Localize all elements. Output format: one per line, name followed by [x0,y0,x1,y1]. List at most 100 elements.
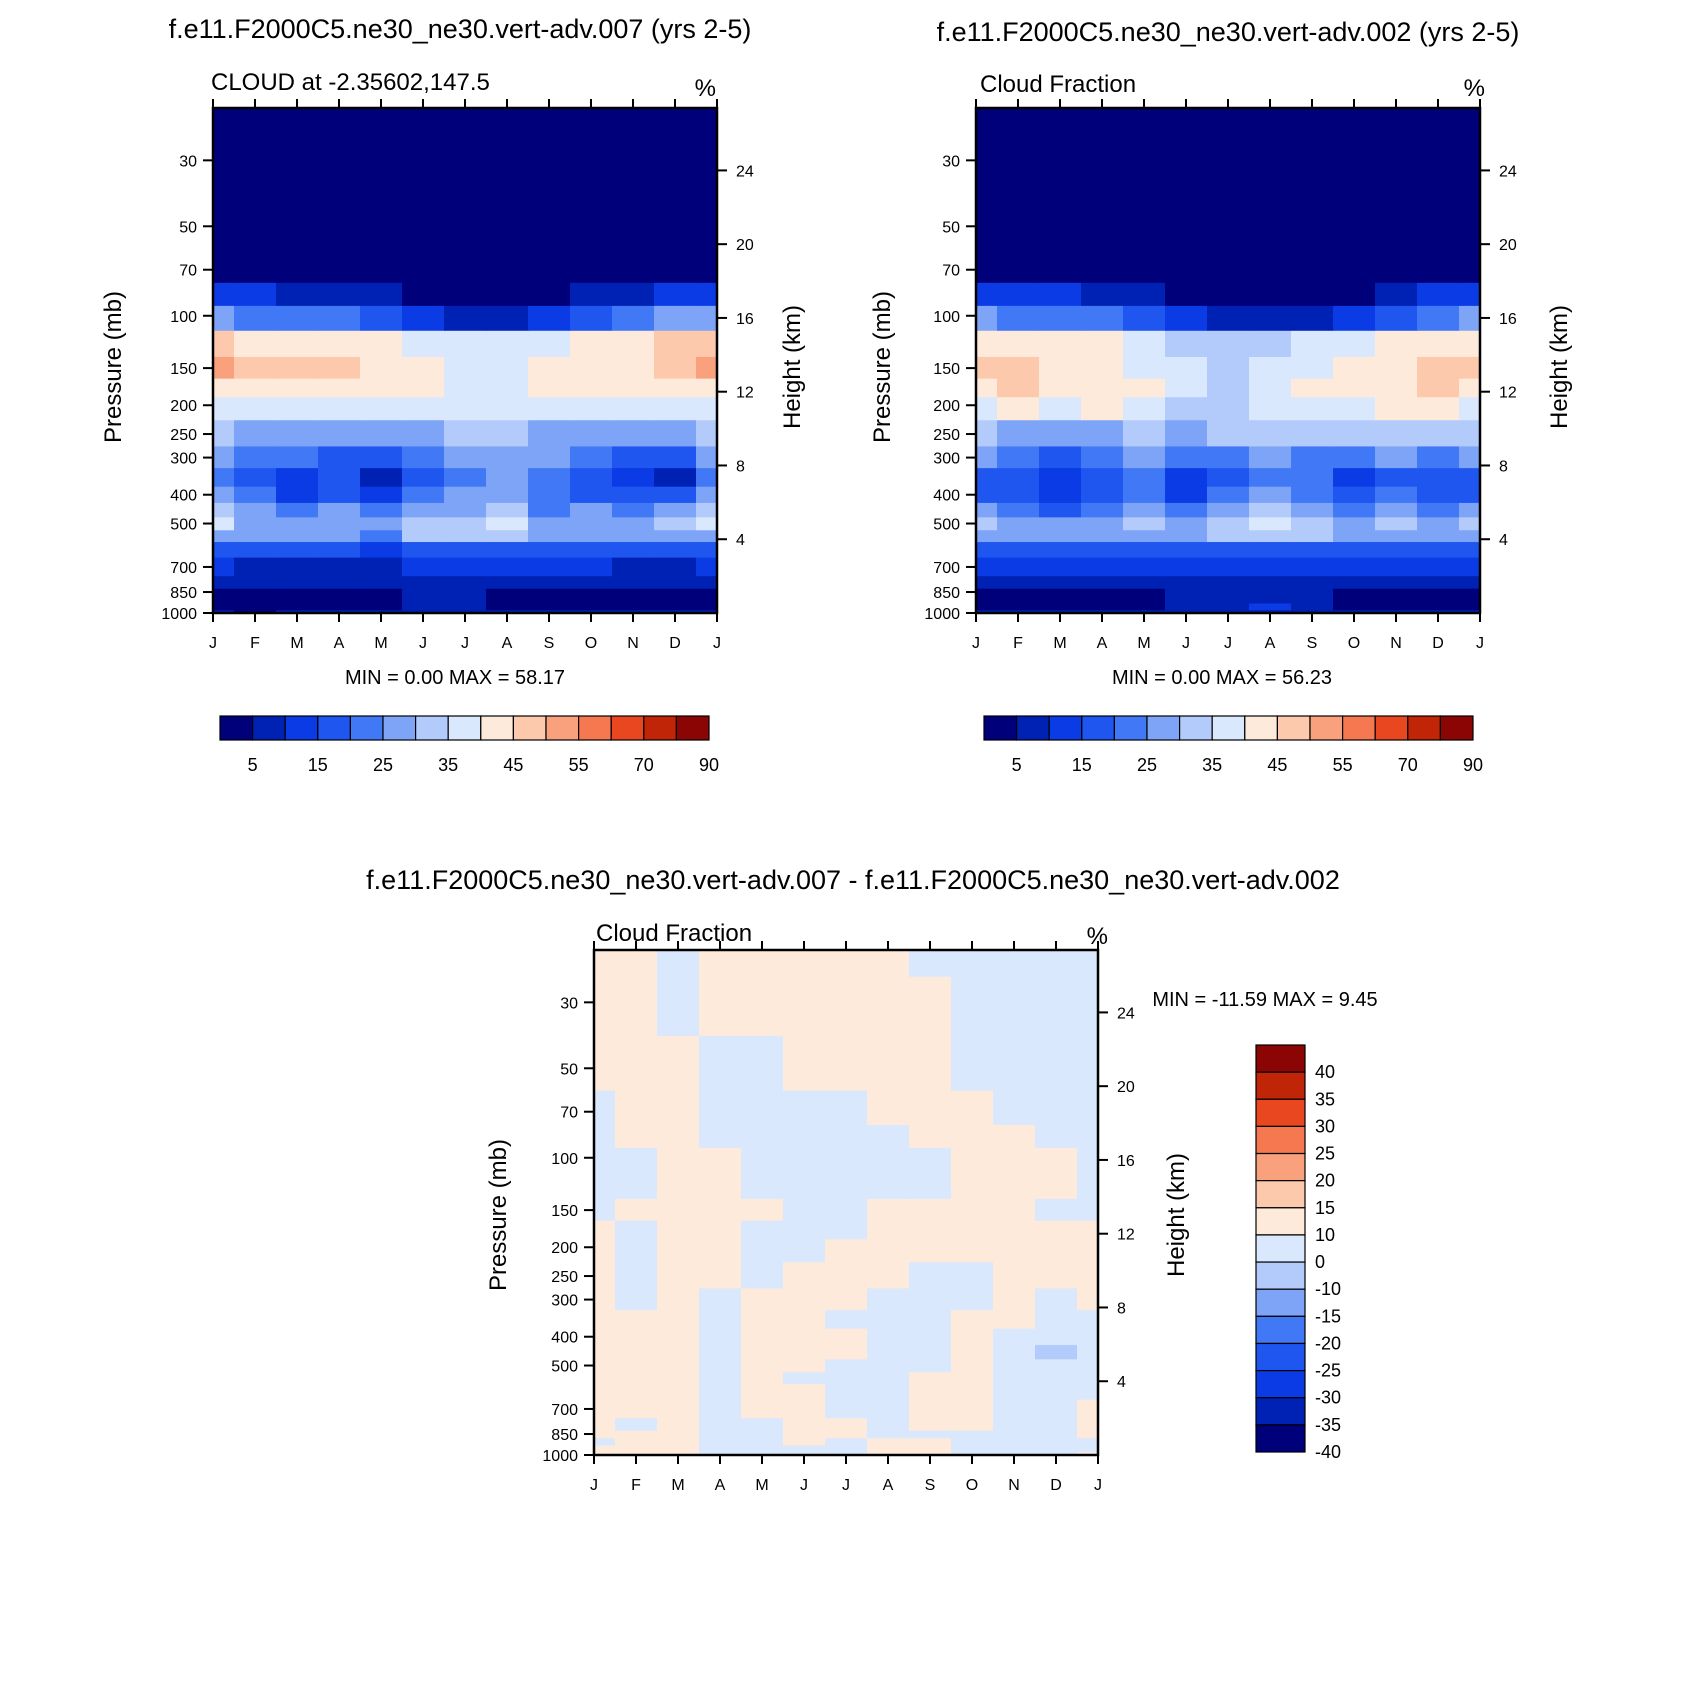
contour-cell [1207,396,1250,421]
contour-cell [1207,305,1250,331]
contour-cell [909,1328,952,1345]
contour-cell [402,396,445,421]
contour-cell [783,1417,826,1431]
contour-cell [976,541,998,558]
contour-cell [213,134,235,194]
contour-cell [654,193,697,249]
contour-cell [1207,541,1250,558]
contour-cell [360,486,403,503]
contour-cell [612,602,655,611]
contour-cell [825,950,868,977]
contour-cell [1123,575,1166,589]
contour-cell [486,134,529,194]
contour-cell [318,282,361,306]
contour-cell [570,575,613,589]
contour-cell [993,1261,1036,1289]
contour-cell [234,467,277,487]
contour-cell [951,1309,994,1329]
contour-cell [657,1220,700,1240]
contour-cell [570,486,613,503]
contour-cell [825,1147,868,1173]
contour-cell [699,1090,742,1125]
contour-cell [234,541,277,558]
panel-3-left-title: Cloud Fraction [596,920,752,947]
colorbar-label: 70 [1398,755,1418,775]
contour-cell [318,541,361,558]
contour-cell [1081,557,1124,577]
contour-cell [654,356,697,379]
contour-cell [360,602,403,611]
contour-cell [594,1238,616,1263]
contour-cell [570,588,613,597]
contour-cell [1077,1358,1098,1373]
contour-cell [1459,467,1480,487]
contour-cell [976,502,998,518]
colorbar-box [1276,715,1311,741]
contour-cell [615,1147,658,1173]
contour-cell [1035,1430,1078,1439]
contour-cell [1123,134,1166,194]
contour-cell [402,330,445,357]
contour-cell [783,1444,826,1453]
contour-cell [1165,467,1208,487]
contour-cell [993,1451,1036,1455]
colorbar-box [1113,715,1148,741]
contour-cell [741,1417,784,1431]
contour-cell [909,1371,952,1385]
contour-cell [993,1399,1036,1419]
panel-2-colorbar: 5 15 25 35 45 55 70 90 [983,715,1483,775]
contour-cell [1333,609,1376,613]
colorbar-box [1081,715,1116,741]
contour-cell [1291,541,1334,558]
contour-cell [1375,356,1418,379]
contour-cell [1333,529,1376,543]
colorbar-label: -15 [1315,1306,1341,1326]
contour-cell [1081,516,1124,531]
contour-cell [594,1358,616,1373]
contour-cell [444,575,487,589]
contour-cell [486,486,529,503]
contour-cell [234,486,277,503]
contour-cell [825,1090,868,1125]
contour-cell [213,330,235,357]
contour-cell [657,1344,700,1360]
contour-cell [1123,557,1166,577]
contour-cell [997,330,1040,357]
contour-cell [486,305,529,331]
y-right-tick-label: 24 [1499,163,1517,180]
contour-cell [570,108,613,135]
contour-cell [1081,502,1124,518]
contour-cell [867,1444,910,1453]
contour-cell [486,419,529,447]
contour-cell [741,1358,784,1373]
contour-cell [1291,305,1334,331]
contour-cell [1077,1238,1098,1263]
contour-cell [402,502,445,518]
contour-cell [1333,330,1376,357]
colorbar-label: 15 [308,755,328,775]
contour-cell [1039,602,1082,611]
contour-cell [657,1124,700,1148]
colorbar-box [1146,715,1181,741]
contour-cell [486,248,529,283]
contour-cell [1333,305,1376,331]
contour-cell [1035,1383,1078,1400]
contour-cell [997,193,1040,249]
contour-cell [615,1371,658,1385]
colorbar-label: 5 [1012,755,1022,775]
colorbar-box [1255,1180,1306,1209]
contour-cell [402,467,445,487]
x-tick-label: J [713,635,721,652]
contour-cell [1077,1287,1098,1311]
contour-cell [909,976,952,1036]
contour-cell [1081,609,1124,613]
contour-cell [615,1124,658,1148]
contour-cell [867,1430,910,1439]
contour-cell [976,557,998,577]
contour-cell [1459,557,1480,577]
contour-cell [1375,609,1418,613]
colorbar-box [1255,1125,1306,1155]
contour-cell [909,1261,952,1289]
contour-cell [1039,378,1082,398]
contour-cell [1333,541,1376,558]
